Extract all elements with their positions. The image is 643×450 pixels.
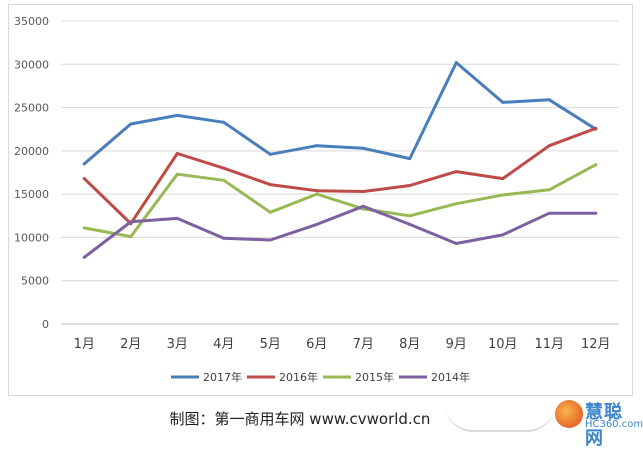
- legend-label: 2017年: [203, 370, 242, 384]
- y-tick-label: 10000: [14, 231, 49, 244]
- data-point: [129, 122, 133, 126]
- data-point: [82, 226, 86, 230]
- data-point: [129, 235, 133, 239]
- chart-frame: 0 5000 10000 15000 20000 25000 30000 35000 1月 2月…: [8, 4, 633, 396]
- y-tick-label: 15000: [14, 188, 49, 201]
- data-point: [547, 98, 551, 102]
- data-point: [175, 151, 179, 155]
- series-line-2: [82, 126, 598, 226]
- data-point: [501, 177, 505, 181]
- data-point: [408, 157, 412, 161]
- data-point: [454, 241, 458, 245]
- x-axis-ticks: 1月 2月 3月 4月 5月 6月 7月 8月 9月 10月 11月 12月: [74, 337, 611, 352]
- x-tick-label: 11月: [534, 337, 564, 352]
- data-point: [222, 178, 226, 182]
- x-tick-label: 4月: [213, 337, 234, 352]
- data-point: [222, 166, 226, 170]
- y-tick-label: 30000: [14, 58, 49, 71]
- data-point: [222, 236, 226, 240]
- data-point: [547, 211, 551, 215]
- x-tick-label: 2月: [120, 337, 141, 352]
- x-tick-label: 12月: [581, 337, 611, 352]
- watermark: 慧聪网 HC360.com: [445, 398, 643, 449]
- grid-layer: [61, 20, 619, 325]
- data-point: [129, 220, 133, 224]
- data-point: [594, 211, 598, 215]
- data-point: [268, 183, 272, 187]
- data-point: [501, 233, 505, 237]
- data-point: [315, 222, 319, 226]
- y-tick-label: 20000: [14, 145, 49, 158]
- data-point: [594, 163, 598, 167]
- chart-caption: 制图：第一商用车网 www.cvworld.cn: [169, 410, 431, 428]
- y-tick-label: 25000: [14, 102, 49, 115]
- y-tick-label: 35000: [14, 15, 49, 28]
- series-layer: [82, 61, 598, 259]
- data-point: [408, 222, 412, 226]
- y-axis-ticks: 0 5000 10000 15000 20000 25000 30000 35000: [14, 15, 49, 331]
- x-tick-label: 3月: [167, 337, 188, 352]
- data-point: [268, 152, 272, 156]
- data-point: [408, 183, 412, 187]
- watermark-swirl: [445, 404, 555, 432]
- data-point: [547, 144, 551, 148]
- data-point: [547, 188, 551, 192]
- data-point: [175, 216, 179, 220]
- data-point: [82, 177, 86, 181]
- data-point: [222, 120, 226, 124]
- data-point: [361, 190, 365, 194]
- data-point: [501, 100, 505, 104]
- x-tick-label: 7月: [353, 337, 374, 352]
- data-point: [82, 255, 86, 259]
- data-point: [268, 238, 272, 242]
- series-line-4: [82, 204, 598, 259]
- data-point: [454, 61, 458, 65]
- x-tick-label: 8月: [399, 337, 420, 352]
- line-chart: 0 5000 10000 15000 20000 25000 30000 35000 1月 2月…: [14, 15, 619, 384]
- data-point: [268, 210, 272, 214]
- data-point: [361, 204, 365, 208]
- x-tick-label: 5月: [260, 337, 281, 352]
- data-point: [454, 170, 458, 174]
- legend: 2017年 2016年 2015年 2014年: [171, 370, 470, 384]
- data-point: [82, 162, 86, 166]
- data-point: [315, 144, 319, 148]
- data-point: [594, 126, 598, 130]
- data-point: [175, 172, 179, 176]
- x-tick-label: 10月: [488, 337, 518, 352]
- watermark-domain: HC360.com: [585, 419, 643, 430]
- y-tick-label: 5000: [21, 275, 49, 288]
- x-tick-label: 9月: [446, 337, 467, 352]
- data-point: [454, 202, 458, 206]
- series-line-3: [82, 163, 598, 239]
- legend-label: 2016年: [279, 370, 318, 384]
- data-point: [175, 113, 179, 117]
- x-tick-label: 6月: [306, 337, 327, 352]
- x-tick-label: 1月: [74, 337, 95, 352]
- y-tick-label: 0: [42, 318, 49, 331]
- data-point: [361, 146, 365, 150]
- data-point: [315, 192, 319, 196]
- data-point: [501, 193, 505, 197]
- legend-label: 2015年: [355, 370, 394, 384]
- series-line-1: [82, 61, 598, 166]
- legend-label: 2014年: [431, 370, 470, 384]
- data-point: [408, 214, 412, 218]
- data-point: [315, 189, 319, 193]
- watermark-logo-icon: [555, 400, 583, 428]
